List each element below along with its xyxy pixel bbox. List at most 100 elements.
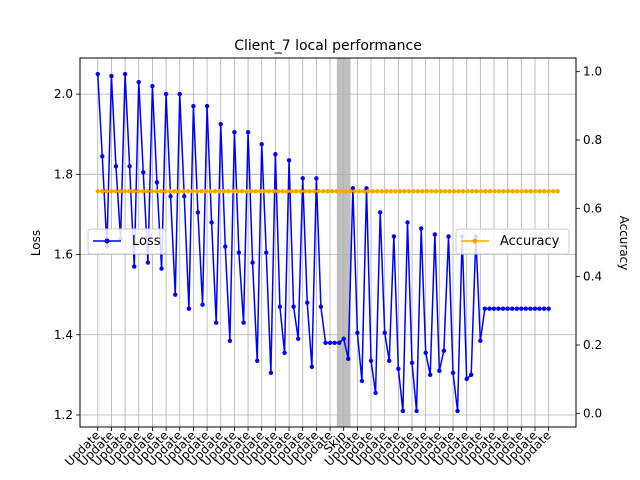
- loss-point: [223, 244, 228, 249]
- accuracy-point: [316, 189, 321, 194]
- loss-point: [277, 304, 283, 309]
- accuracy-point: [302, 189, 308, 194]
- loss-point: [337, 340, 342, 345]
- y-axis-label-left: Loss: [29, 230, 43, 256]
- accuracy-point: [451, 189, 457, 194]
- loss-point: [482, 306, 488, 311]
- accuracy-point: [388, 189, 394, 194]
- loss-point: [341, 336, 346, 341]
- loss-point: [259, 142, 264, 147]
- accuracy-point: [465, 189, 470, 194]
- accuracy-point: [532, 189, 538, 194]
- accuracy-point: [469, 189, 475, 194]
- accuracy-point: [483, 189, 488, 194]
- loss-point: [314, 176, 319, 181]
- accuracy-point: [393, 189, 398, 194]
- loss-point: [509, 306, 515, 311]
- loss-point: [204, 103, 210, 109]
- accuracy-point: [325, 189, 330, 194]
- accuracy-point: [253, 189, 258, 194]
- accuracy-point: [239, 189, 245, 194]
- accuracy-point: [528, 189, 533, 194]
- y-tick-label-right: 1.0: [583, 65, 602, 79]
- loss-point: [168, 194, 173, 199]
- accuracy-point: [339, 189, 344, 194]
- loss-point: [195, 210, 201, 215]
- loss-point: [250, 260, 255, 265]
- y-axis-label-right: Accuracy: [617, 216, 631, 271]
- accuracy-point: [555, 189, 560, 194]
- accuracy-point: [375, 189, 380, 194]
- accuracy-point: [438, 189, 443, 194]
- loss-point: [514, 306, 520, 311]
- accuracy-point: [104, 189, 109, 194]
- accuracy-point: [501, 189, 506, 194]
- loss-point: [519, 306, 524, 311]
- accuracy-point: [519, 189, 524, 194]
- loss-point: [163, 91, 169, 97]
- accuracy-point: [172, 189, 177, 194]
- loss-point: [359, 378, 365, 384]
- accuracy-point: [190, 189, 195, 194]
- loss-point: [227, 338, 233, 343]
- loss-point: [496, 306, 501, 311]
- y-tick-label-left: 1.2: [54, 408, 73, 422]
- accuracy-point: [460, 189, 466, 194]
- loss-point: [423, 350, 428, 355]
- accuracy-point: [127, 189, 132, 194]
- loss-point: [455, 408, 460, 414]
- loss-point: [382, 330, 387, 335]
- loss-point: [236, 250, 242, 255]
- accuracy-point: [496, 189, 502, 194]
- loss-point: [332, 340, 337, 345]
- accuracy-point: [397, 189, 403, 194]
- y-tick-label-right: 0.4: [583, 270, 602, 284]
- accuracy-point: [402, 189, 407, 194]
- accuracy-point: [298, 189, 303, 194]
- loss-point: [182, 194, 187, 199]
- accuracy-point: [474, 189, 479, 194]
- accuracy-point: [280, 189, 285, 194]
- accuracy-point: [163, 189, 168, 194]
- accuracy-point: [361, 189, 366, 194]
- loss-point: [214, 320, 219, 325]
- loss-point: [291, 304, 296, 309]
- accuracy-point: [235, 189, 240, 194]
- accuracy-point: [136, 189, 141, 194]
- loss-line: [97, 74, 549, 412]
- accuracy-point: [352, 189, 357, 194]
- accuracy-point: [167, 189, 173, 194]
- accuracy-point: [248, 189, 254, 194]
- loss-point: [368, 358, 374, 364]
- accuracy-point: [348, 189, 353, 194]
- accuracy-point: [194, 189, 200, 194]
- loss-point: [523, 306, 529, 311]
- loss-point: [487, 306, 492, 311]
- loss-point: [186, 306, 192, 311]
- accuracy-point: [487, 189, 493, 194]
- legend-accuracy: Accuracy: [455, 228, 570, 255]
- accuracy-point: [514, 189, 520, 194]
- loss-point: [150, 83, 155, 89]
- loss-point: [346, 356, 351, 362]
- accuracy-point: [510, 189, 515, 194]
- accuracy-point: [154, 189, 159, 194]
- loss-point: [273, 152, 278, 157]
- legend-loss: Loss: [87, 228, 167, 255]
- accuracy-point: [109, 189, 114, 194]
- loss-point: [387, 358, 392, 364]
- accuracy-point: [221, 189, 227, 194]
- accuracy-point: [379, 189, 385, 194]
- accuracy-point: [199, 189, 204, 194]
- loss-point: [532, 306, 538, 311]
- loss-point: [391, 234, 397, 239]
- loss-point: [414, 408, 419, 414]
- loss-point: [286, 158, 292, 163]
- loss-point: [318, 304, 324, 309]
- loss-point: [245, 130, 251, 135]
- accuracy-point: [244, 189, 249, 194]
- loss-point: [327, 340, 333, 345]
- accuracy-point: [217, 189, 222, 194]
- loss-point: [446, 234, 451, 239]
- loss-point: [241, 320, 246, 325]
